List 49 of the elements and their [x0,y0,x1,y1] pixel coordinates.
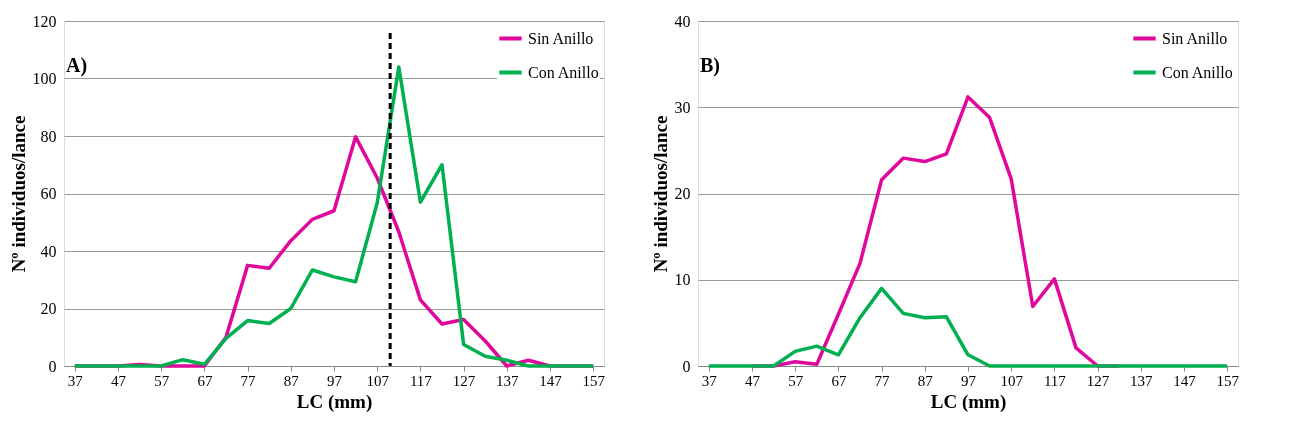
y-tick-label: 20 [674,185,691,202]
annotation: A) [66,54,88,77]
x-tick-label: 117 [409,372,433,389]
y-axis-title: Nº individuos/lance [7,115,29,273]
y-tick-label: 40 [40,242,57,260]
x-tick-label: 97 [961,372,977,389]
legend-label: Con Anillo [528,63,599,81]
x-tick-label: 147 [539,372,563,389]
x-tick-label: 117 [1043,372,1067,389]
x-tick-label: 77 [874,372,891,389]
y-axis-title: Nº individuos/lance [649,115,671,273]
x-tick-label: 137 [1130,372,1154,389]
x-tick-label: 37 [67,372,84,389]
x-tick-label: 47 [745,372,761,389]
y-tick-label: 80 [40,127,57,145]
x-tick-label: 137 [496,372,520,389]
y-tick-label: 20 [40,300,57,317]
x-tick-label: 37 [701,372,718,389]
x-tick-label: 67 [831,372,847,389]
x-tick-label: 127 [452,372,476,389]
x-tick-label: 97 [327,372,343,389]
x-tick-label: 57 [154,372,170,389]
x-tick-label: 127 [1086,372,1110,389]
x-tick-label: 67 [197,372,213,389]
legend-label: Sin Anillo [528,29,594,47]
y-tick-label: 30 [674,98,691,116]
x-tick-label: 157 [1216,372,1240,389]
x-tick-label: 87 [917,372,934,389]
x-tick-label: 77 [240,372,257,389]
y-tick-label: 0 [48,357,57,375]
legend-label: Sin Anillo [1162,29,1228,47]
y-tick-label: 60 [40,185,57,202]
x-tick-label: 47 [111,372,127,389]
legend-label: Con Anillo [1162,63,1233,81]
y-tick-label: 10 [674,271,691,289]
x-tick-label: 107 [366,372,390,389]
x-tick-label: 157 [582,372,606,389]
line-series [707,286,1229,368]
x-axis-title: LC (mm) [296,390,373,413]
y-tick-label: 120 [32,12,57,30]
x-tick-label: 147 [1173,372,1197,389]
x-axis-title: LC (mm) [930,390,1007,413]
y-tick-label: 0 [682,357,691,375]
x-tick-label: 87 [283,372,300,389]
y-tick-label: 40 [674,12,691,30]
y-tick-label: 100 [32,70,57,87]
x-tick-label: 57 [788,372,804,389]
x-tick-label: 107 [1000,372,1024,389]
annotation: B) [700,54,720,77]
